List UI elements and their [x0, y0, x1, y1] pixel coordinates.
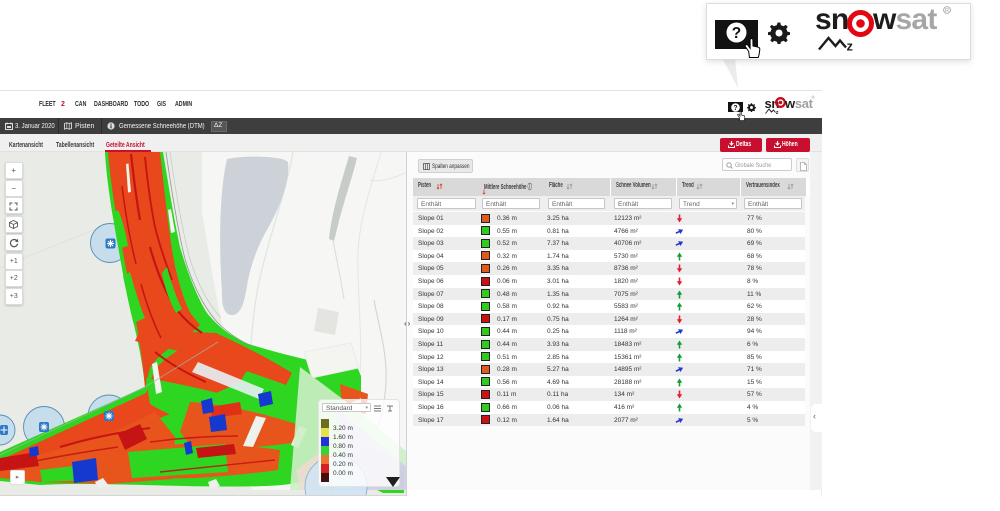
- svg-text:z: z: [847, 39, 854, 52]
- svg-text:R: R: [945, 8, 949, 14]
- svg-text:z: z: [775, 110, 778, 114]
- svg-text:?: ?: [732, 25, 741, 42]
- svg-text:?: ?: [733, 105, 737, 112]
